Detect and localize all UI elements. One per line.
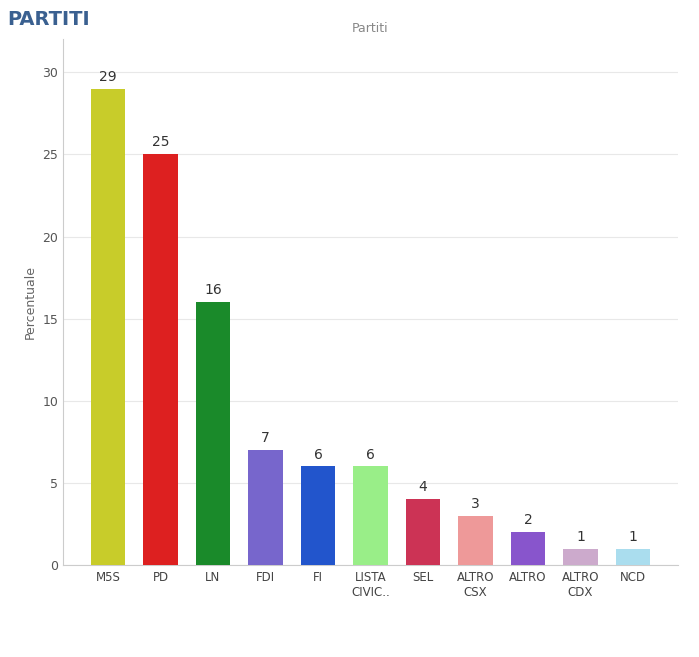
Text: 1: 1 xyxy=(576,530,585,544)
Text: 25: 25 xyxy=(152,135,169,150)
Text: 4: 4 xyxy=(419,480,427,494)
Text: PARTITI: PARTITI xyxy=(7,10,89,29)
Bar xyxy=(616,549,650,565)
Bar xyxy=(143,154,178,565)
Text: 1: 1 xyxy=(628,530,637,544)
Text: 7: 7 xyxy=(261,431,270,445)
Bar xyxy=(406,499,440,565)
Bar xyxy=(196,302,230,565)
Y-axis label: Percentuale: Percentuale xyxy=(24,265,36,339)
Text: 2: 2 xyxy=(524,513,533,527)
Bar xyxy=(354,466,387,565)
Text: 16: 16 xyxy=(204,283,222,297)
Text: 3: 3 xyxy=(471,497,480,511)
Bar xyxy=(301,466,335,565)
Bar xyxy=(563,549,598,565)
Bar xyxy=(459,516,493,565)
Bar xyxy=(511,532,545,565)
Text: 6: 6 xyxy=(314,447,322,461)
Title: Partiti: Partiti xyxy=(352,22,389,35)
Text: 6: 6 xyxy=(366,447,375,461)
Bar xyxy=(248,450,282,565)
Text: 29: 29 xyxy=(99,70,117,83)
Bar xyxy=(91,89,125,565)
